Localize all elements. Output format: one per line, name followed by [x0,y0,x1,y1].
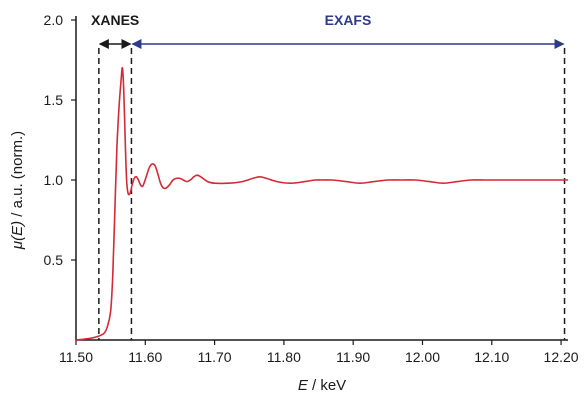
axes [75,16,568,341]
x-tick-label: 11.50 [59,349,93,365]
x-tick-label: 12.20 [544,349,579,365]
y-axis-title: μ(E) / a.u. (norm.) [9,131,26,250]
y-tick-label: 2.0 [44,12,64,28]
region-annotations: XANES EXAFS [91,12,566,340]
y-tick-label: 0.5 [44,252,64,268]
x-tick-label: 12.10 [474,349,509,365]
x-axis-unit: / keV [308,377,346,394]
x-tick-label: 11.80 [267,349,301,365]
spectrum-line [75,66,568,341]
x-tick-label: 12.00 [405,349,440,365]
x-tick-label: 11.90 [336,349,370,365]
y-axis-variable: μ(E) [9,221,26,250]
x-tick-label: 11.60 [128,349,162,365]
y-axis-unit: / a.u. (norm.) [9,131,26,221]
x-axis-variable: E [298,377,309,394]
ticks: 11.50 11.60 11.70 11.80 11.90 12.00 12.10 12.20… [44,12,579,365]
x-axis-title: E / keV [298,377,346,394]
y-tick-label: 1.0 [44,172,64,188]
y-tick-label: 1.5 [44,92,64,108]
region-label-exafs: EXAFS [325,12,372,28]
x-tick-label: 11.70 [198,349,232,365]
region-label-xanes: XANES [91,12,139,28]
